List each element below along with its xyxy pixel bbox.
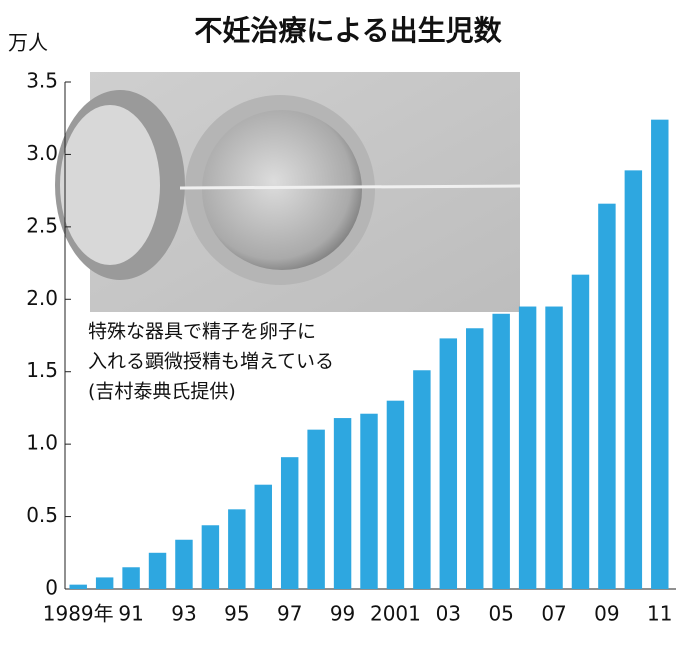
bar — [651, 119, 669, 590]
x-tick-label: 93 — [171, 602, 196, 626]
x-tick-label: 05 — [488, 602, 513, 626]
bar — [571, 274, 590, 589]
bar — [466, 328, 484, 589]
y-tick-label: 3.5 — [26, 69, 58, 93]
bar — [148, 552, 167, 589]
annotation: (吉村泰典氏提供) — [88, 381, 236, 403]
y-tick-label: 0 — [45, 576, 58, 600]
x-tick-label: 03 — [436, 602, 461, 626]
y-tick-label: 2.0 — [26, 286, 58, 310]
bar — [360, 413, 378, 589]
bar — [439, 338, 458, 589]
x-tick-label: 2001 — [370, 602, 421, 626]
bar — [95, 577, 114, 589]
bar — [254, 484, 272, 589]
bar — [228, 509, 246, 589]
bar — [492, 313, 510, 589]
x-tick-label: 09 — [594, 602, 619, 626]
y-tick-label: 0.5 — [26, 503, 58, 527]
bar — [386, 400, 405, 589]
x-tick-label: 95 — [224, 602, 249, 626]
chart-title: 不妊治療による出生児数 — [194, 14, 502, 47]
y-tick-label: 2.5 — [26, 213, 58, 237]
bar — [175, 539, 193, 589]
x-tick-label: 07 — [541, 602, 566, 626]
bar — [280, 457, 299, 589]
bar — [122, 567, 140, 589]
x-tick-label: 91 — [118, 602, 143, 626]
x-tick-label: 97 — [277, 602, 302, 626]
x-tick-label: 99 — [330, 602, 355, 626]
x-tick-label: 11 — [647, 602, 672, 626]
annotation: 入れる顕微授精も増えている — [88, 351, 334, 373]
y-axis-label: 万人 — [8, 31, 48, 55]
bar — [545, 306, 563, 589]
photo — [55, 72, 521, 312]
bar — [413, 370, 431, 589]
y-tick-label: 1.5 — [26, 358, 58, 382]
bar — [307, 429, 325, 589]
annotation: 特殊な器具で精子を卵子に — [88, 321, 316, 343]
bar — [598, 203, 616, 589]
y-tick-label: 3.0 — [26, 141, 58, 165]
bar — [333, 418, 352, 589]
bar — [518, 306, 537, 589]
bar — [201, 525, 220, 589]
bar — [69, 584, 87, 589]
bar — [624, 170, 643, 589]
x-tick-label: 1989年 — [43, 602, 114, 626]
y-tick-label: 1.0 — [26, 431, 58, 455]
